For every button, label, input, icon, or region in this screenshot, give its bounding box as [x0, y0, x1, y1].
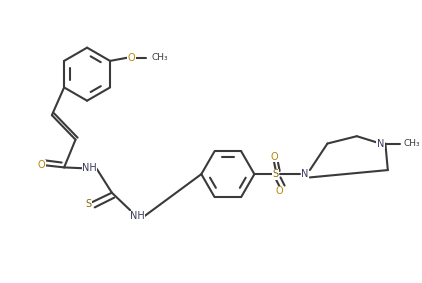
Text: NH: NH: [130, 211, 144, 221]
Text: CH₃: CH₃: [404, 139, 420, 148]
Text: CH₃: CH₃: [151, 53, 168, 62]
Text: NH: NH: [82, 163, 97, 173]
Text: N: N: [377, 139, 384, 149]
Text: S: S: [273, 169, 279, 179]
Text: O: O: [127, 53, 135, 63]
Text: S: S: [85, 199, 91, 209]
Text: O: O: [270, 152, 278, 162]
Text: O: O: [38, 160, 46, 170]
Text: N: N: [301, 169, 308, 179]
Text: O: O: [276, 186, 284, 196]
